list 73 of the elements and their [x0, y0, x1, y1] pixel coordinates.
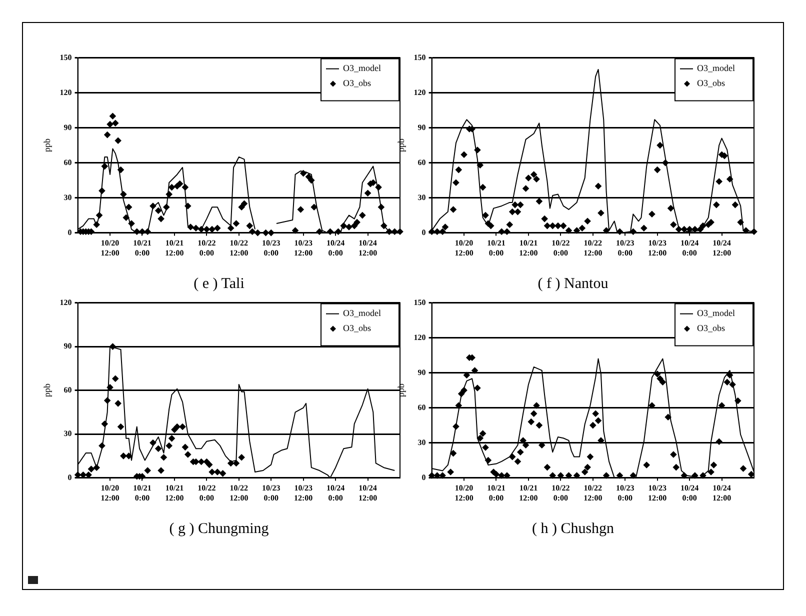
x-tick-label: 10/24 12:00 [358, 484, 378, 502]
y-tick-label: 90 [418, 368, 426, 377]
x-tick-label: 10/23 12:00 [648, 484, 667, 502]
y-tick-label: 30 [418, 438, 426, 447]
legend-label: O3_model [343, 308, 382, 318]
y-tick-label: 120 [60, 88, 72, 97]
x-tick-label: 10/22 12:00 [230, 238, 248, 258]
legend-label: O3_obs [697, 323, 726, 334]
y-tick-label: 60 [64, 385, 72, 394]
y-tick-label: 0 [422, 228, 426, 237]
x-tick-label: 10/24 0:00 [680, 238, 699, 258]
x-tick-label: 10/20 12:00 [454, 238, 474, 258]
y-tick-label: 0 [68, 472, 72, 482]
x-tick-label: 10/21 0:00 [133, 238, 152, 258]
x-tick-label: 10/22 12:00 [230, 484, 248, 502]
x-tick-label: 10/21 0:00 [487, 238, 506, 258]
y-tick-label: 30 [418, 192, 426, 202]
y-axis-title: ppb [42, 138, 52, 152]
text: ( g ) Chungming [169, 520, 270, 537]
x-tick-label: 10/20 12:00 [100, 484, 120, 502]
y-axis-title: ppb [42, 383, 52, 398]
y-tick-label: 30 [64, 429, 72, 438]
y-tick-label: 0 [68, 228, 72, 237]
y-tick-label: 60 [64, 158, 72, 167]
text: ( e ) Tali [194, 276, 244, 292]
y-tick-label: 150 [414, 52, 426, 62]
text: ( h ) Chushgn [532, 520, 615, 537]
x-tick-label: 10/22 0:00 [198, 484, 216, 502]
legend-label: O3_obs [343, 323, 372, 334]
x-tick-label: 10/24 12:00 [712, 484, 732, 502]
y-tick-label: 0 [422, 472, 426, 482]
x-tick-label: 10/22 0:00 [198, 238, 216, 258]
legend-label: O3_obs [697, 78, 726, 88]
x-tick-label: 10/24 12:00 [712, 238, 732, 258]
x-tick-label: 10/23 12:00 [294, 484, 313, 502]
y-tick-label: 90 [64, 342, 72, 351]
x-tick-label: 10/21 12:00 [165, 484, 184, 502]
x-tick-label: 10/20 12:00 [100, 238, 120, 258]
y-tick-label: 150 [60, 52, 72, 62]
x-tick-label: 10/22 0:00 [552, 238, 570, 258]
x-tick-label: 10/21 0:00 [487, 484, 506, 502]
y-tick-label: 90 [418, 122, 426, 132]
legend-label: O3_model [697, 63, 736, 74]
x-tick-label: 10/23 0:00 [616, 484, 634, 502]
y-tick-label: 120 [414, 332, 426, 342]
x-tick-label: 10/23 0:00 [262, 484, 280, 502]
x-tick-label: 10/22 12:00 [584, 238, 602, 258]
legend-label: O3_obs [343, 78, 372, 88]
x-tick-label: 10/24 12:00 [358, 238, 378, 258]
x-tick-label: 10/24 0:00 [680, 484, 699, 502]
y-tick-label: 120 [60, 298, 72, 307]
legend-label: O3_model [343, 63, 382, 74]
text: ( f ) Nantou [538, 276, 609, 292]
x-tick-label: 10/21 12:00 [519, 484, 538, 502]
x-tick-label: 10/21 0:00 [133, 484, 152, 502]
x-tick-label: 10/23 0:00 [262, 238, 280, 258]
y-tick-label: 60 [418, 402, 426, 412]
x-tick-label: 10/22 12:00 [584, 484, 602, 502]
legend-label: O3_model [697, 308, 736, 318]
x-tick-label: 10/20 12:00 [454, 484, 474, 502]
x-tick-label: 10/21 12:00 [165, 238, 184, 258]
x-tick-label: 10/23 12:00 [648, 238, 667, 258]
x-tick-label: 10/22 0:00 [552, 484, 570, 502]
x-tick-label: 10/24 0:00 [326, 484, 345, 502]
x-tick-label: 10/21 12:00 [519, 238, 538, 258]
x-tick-label: 10/23 0:00 [616, 238, 634, 258]
y-tick-label: 120 [414, 88, 426, 97]
y-tick-label: 150 [414, 298, 426, 307]
y-tick-label: 60 [418, 158, 426, 167]
y-tick-label: 30 [64, 192, 72, 202]
y-tick-label: 90 [64, 122, 72, 132]
x-tick-label: 10/24 0:00 [326, 238, 345, 258]
x-tick-label: 10/23 12:00 [294, 238, 313, 258]
